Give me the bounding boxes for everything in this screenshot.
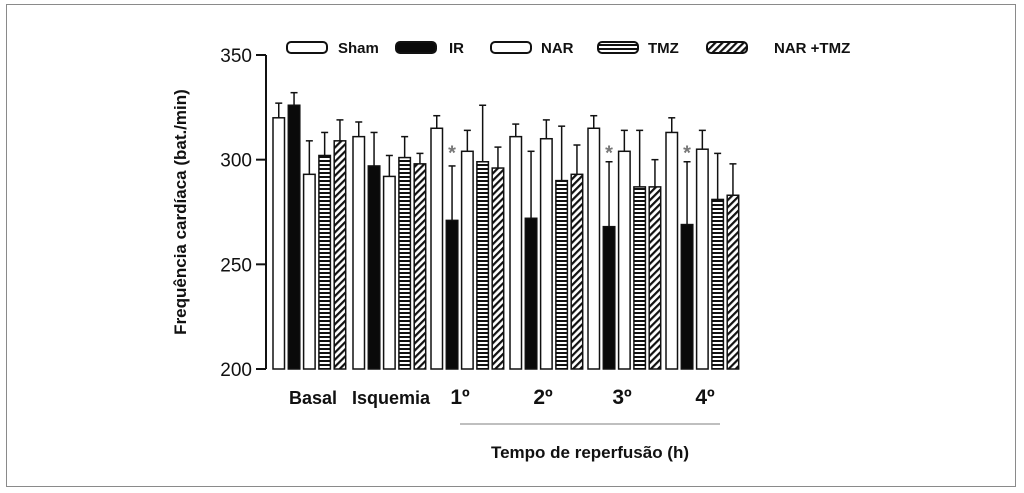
bar xyxy=(367,165,381,370)
bar xyxy=(524,217,538,370)
bar xyxy=(398,156,412,370)
x-tick-label: 3º xyxy=(612,386,632,409)
legend-label: IR xyxy=(449,40,464,57)
legend-label: TMZ xyxy=(648,40,679,57)
legend-swatch xyxy=(706,41,748,54)
bar xyxy=(555,179,569,370)
bar xyxy=(413,163,427,370)
bar xyxy=(711,198,725,370)
legend-label: NAR +TMZ xyxy=(774,40,850,57)
x-tick-label: 1º xyxy=(450,386,470,409)
bar xyxy=(695,148,709,370)
bar xyxy=(570,173,584,370)
bar xyxy=(665,131,679,370)
x-tick-label: 4º xyxy=(695,386,715,409)
x-tick-label: 2º xyxy=(533,386,553,409)
legend-label: Sham xyxy=(338,40,379,57)
bar xyxy=(509,135,523,370)
y-tick-label: 250 xyxy=(220,255,252,276)
x-axis-label: Tempo de reperfusão (h) xyxy=(491,443,689,462)
y-axis-label: Frequência cardíaca (bat./min) xyxy=(171,89,190,335)
bar xyxy=(302,173,316,370)
bar xyxy=(445,219,459,370)
bar xyxy=(648,186,662,370)
significance-marker: * xyxy=(448,143,456,165)
legend-label: NAR xyxy=(541,40,574,57)
legend-swatch xyxy=(395,41,437,54)
bar xyxy=(617,150,631,370)
bar xyxy=(430,127,444,370)
bar xyxy=(633,186,647,370)
y-tick-label: 200 xyxy=(220,360,252,381)
bar xyxy=(272,117,286,370)
bar xyxy=(587,127,601,370)
x-tick-label: Isquemia xyxy=(352,388,431,408)
bar xyxy=(491,167,505,370)
bar xyxy=(602,225,616,370)
bar xyxy=(382,175,396,370)
bar xyxy=(460,150,474,370)
significance-marker: * xyxy=(683,143,691,165)
y-tick-label: 300 xyxy=(220,151,252,172)
y-tick-label: 350 xyxy=(220,46,252,67)
bar xyxy=(287,104,301,370)
legend-swatch xyxy=(286,41,328,54)
bar xyxy=(476,161,490,370)
legend-swatch xyxy=(597,41,639,54)
bar xyxy=(680,223,694,370)
significance-marker: * xyxy=(605,143,613,165)
legend-swatch xyxy=(490,41,532,54)
figure-frame xyxy=(6,4,1016,487)
bar xyxy=(352,135,366,370)
bar xyxy=(318,154,332,370)
bar xyxy=(726,194,740,370)
bar xyxy=(539,137,553,370)
x-tick-label: Basal xyxy=(289,388,337,408)
bar xyxy=(333,140,347,370)
